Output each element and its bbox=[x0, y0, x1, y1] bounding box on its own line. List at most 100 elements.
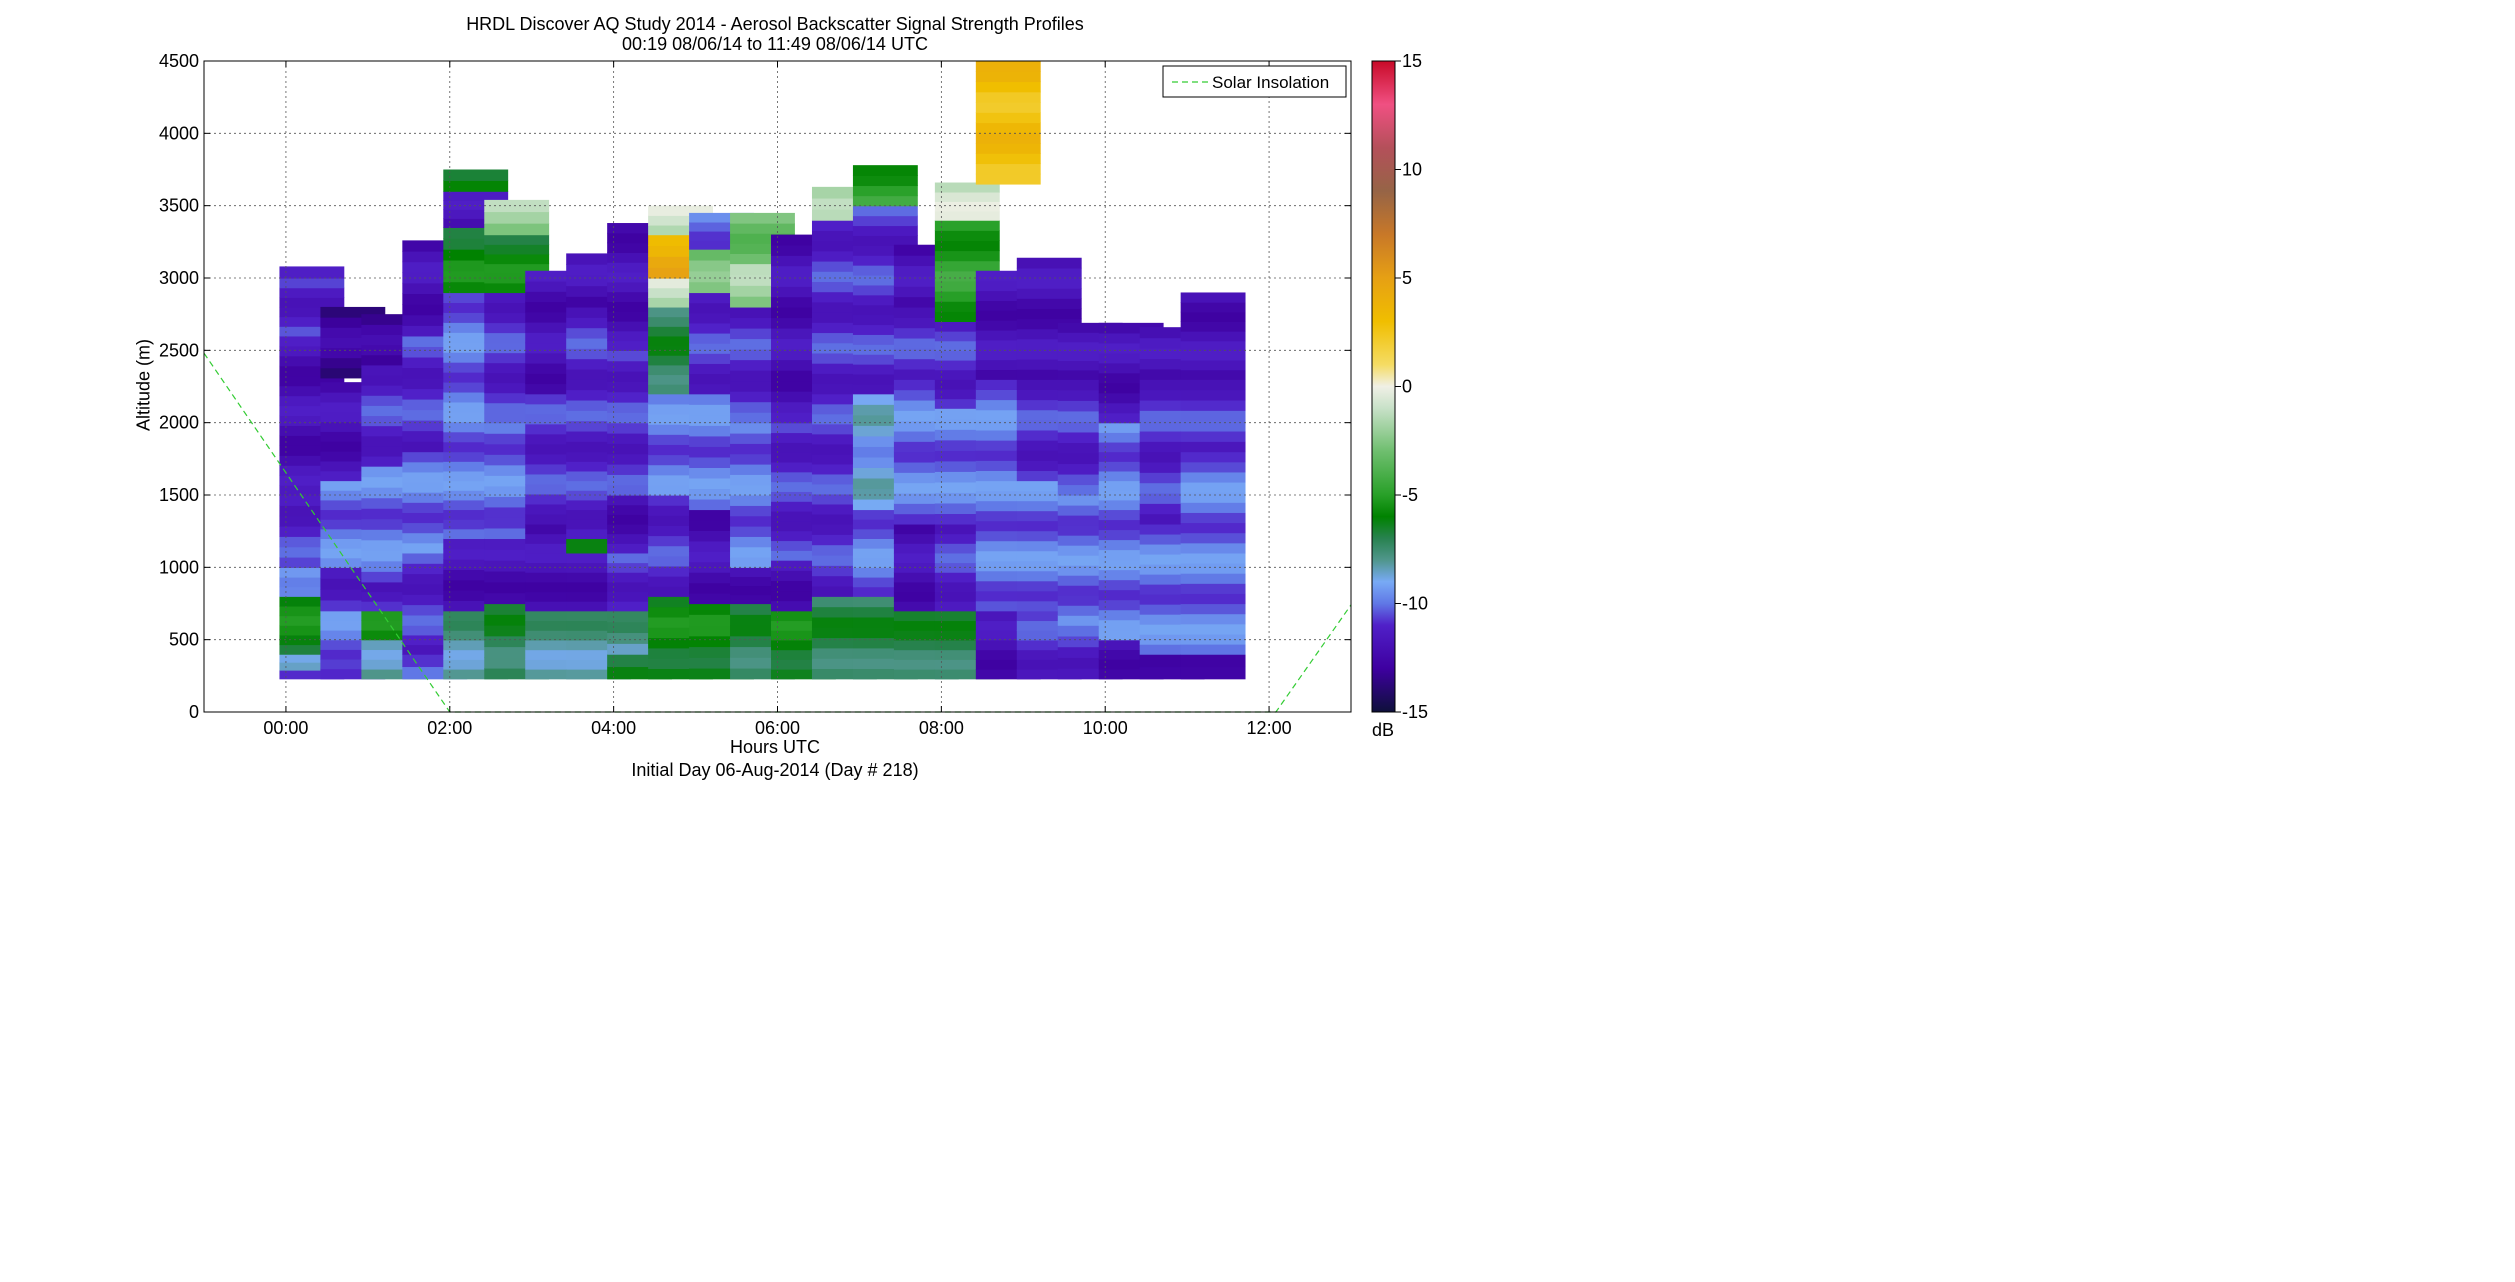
heatmap-cell bbox=[1098, 499, 1164, 511]
heatmap-cell bbox=[811, 575, 877, 587]
heatmap-cell bbox=[525, 352, 591, 364]
heatmap-cell bbox=[484, 412, 550, 424]
heatmap-cell bbox=[811, 637, 877, 649]
heatmap-cell bbox=[402, 388, 468, 400]
heatmap-cell bbox=[934, 523, 1000, 535]
heatmap-cell bbox=[566, 410, 632, 422]
heatmap-cell bbox=[934, 659, 1000, 670]
heatmap-cell bbox=[689, 353, 754, 364]
heatmap-cell bbox=[402, 314, 468, 326]
heatmap-cell bbox=[893, 306, 959, 318]
heatmap-cell bbox=[1180, 573, 1246, 584]
heatmap-cell bbox=[361, 560, 427, 572]
heatmap-cell bbox=[607, 552, 673, 564]
heatmap-cell bbox=[852, 294, 918, 306]
heatmap-cell bbox=[893, 327, 959, 339]
heatmap-cell bbox=[1139, 368, 1205, 380]
heatmap-cell bbox=[771, 560, 836, 571]
heatmap-cell bbox=[811, 393, 877, 405]
heatmap-cell bbox=[1139, 348, 1205, 360]
heatmap-cell bbox=[279, 425, 345, 436]
heatmap-cell bbox=[402, 261, 468, 273]
heatmap-cell bbox=[361, 508, 427, 520]
heatmap-cell bbox=[1098, 402, 1164, 414]
heatmap-cell bbox=[1057, 322, 1123, 333]
heatmap-cell bbox=[648, 267, 713, 279]
heatmap-cell bbox=[1016, 630, 1082, 641]
heatmap-cell bbox=[320, 327, 386, 338]
heatmap-cell bbox=[975, 300, 1041, 311]
heatmap-cell bbox=[648, 495, 713, 506]
heatmap-cell bbox=[607, 572, 673, 583]
heatmap-cell bbox=[484, 581, 550, 594]
heatmap-cell bbox=[648, 234, 713, 247]
heatmap-cell bbox=[443, 332, 509, 343]
heatmap-cell bbox=[811, 301, 877, 313]
heatmap-cell bbox=[1057, 595, 1123, 606]
heatmap-cell bbox=[1016, 639, 1082, 651]
heatmap-cell bbox=[525, 610, 591, 622]
heatmap-cell bbox=[893, 430, 959, 442]
heatmap-cell bbox=[1098, 392, 1164, 404]
heatmap-cell bbox=[1180, 552, 1246, 564]
heatmap-cell bbox=[852, 205, 918, 217]
heatmap-cell bbox=[771, 306, 836, 319]
heatmap-cell bbox=[1016, 257, 1082, 269]
heatmap-cell bbox=[975, 520, 1041, 532]
heatmap-cell bbox=[771, 511, 836, 522]
heatmap-cell bbox=[1139, 337, 1205, 349]
heatmap-cell bbox=[648, 668, 713, 680]
heatmap-cell bbox=[279, 495, 345, 506]
heatmap-cell bbox=[1180, 492, 1246, 503]
heatmap-cell bbox=[648, 444, 713, 456]
heatmap-cell bbox=[1180, 644, 1246, 655]
heatmap-cell bbox=[771, 649, 836, 660]
heatmap-cell bbox=[934, 311, 1000, 322]
heatmap-cell bbox=[975, 460, 1041, 472]
heatmap-cell bbox=[1098, 470, 1164, 482]
x-tick-label: 04:00 bbox=[591, 718, 636, 738]
colorbar-tick-label: 0 bbox=[1402, 377, 1412, 397]
heatmap-cell bbox=[934, 533, 1000, 544]
heatmap-cell bbox=[402, 563, 468, 575]
heatmap-cell bbox=[1180, 379, 1246, 391]
heatmap-cell bbox=[279, 475, 345, 486]
heatmap-cell bbox=[566, 327, 632, 339]
heatmap-cell bbox=[852, 304, 918, 316]
heatmap-cell bbox=[811, 413, 877, 425]
heatmap-cell bbox=[730, 603, 795, 615]
heatmap-cell bbox=[525, 453, 591, 465]
heatmap-cell bbox=[648, 535, 713, 547]
heatmap-cell bbox=[320, 620, 386, 631]
heatmap-cell bbox=[648, 505, 713, 516]
x-axis-ticks: 00:00 02:00 04:00 06:00 08:00 10:00 12:00 bbox=[263, 61, 1292, 738]
heatmap-cell bbox=[730, 585, 795, 596]
x-tick-label: 12:00 bbox=[1247, 718, 1292, 738]
heatmap-cell bbox=[1139, 451, 1205, 463]
heatmap-cell bbox=[852, 616, 918, 628]
heatmap-cell bbox=[689, 332, 754, 344]
heatmap-cell bbox=[1016, 450, 1082, 461]
heatmap-cell bbox=[811, 503, 877, 515]
heatmap-cell bbox=[689, 488, 754, 500]
heatmap-cell bbox=[566, 601, 632, 612]
heatmap-cell bbox=[893, 543, 959, 554]
heatmap-cell bbox=[484, 538, 550, 550]
heatmap-cell bbox=[402, 304, 468, 316]
heatmap-cell bbox=[1180, 542, 1246, 554]
y-tick-label: 0 bbox=[189, 702, 199, 722]
heatmap-cell bbox=[811, 220, 877, 231]
heatmap-cell bbox=[525, 373, 591, 385]
heatmap-cell bbox=[484, 464, 550, 476]
heatmap-cell bbox=[730, 624, 795, 637]
heatmap-cell bbox=[975, 71, 1041, 83]
heatmap-cell bbox=[648, 413, 713, 425]
heatmap-cell bbox=[730, 349, 795, 361]
heatmap-cell bbox=[361, 425, 427, 437]
heatmap-cell bbox=[402, 282, 468, 295]
heatmap-cell bbox=[1139, 482, 1205, 494]
heatmap-cell bbox=[730, 263, 795, 275]
heatmap-cell bbox=[525, 620, 591, 631]
heatmap-cell bbox=[443, 548, 509, 560]
heatmap-cell bbox=[525, 342, 591, 354]
